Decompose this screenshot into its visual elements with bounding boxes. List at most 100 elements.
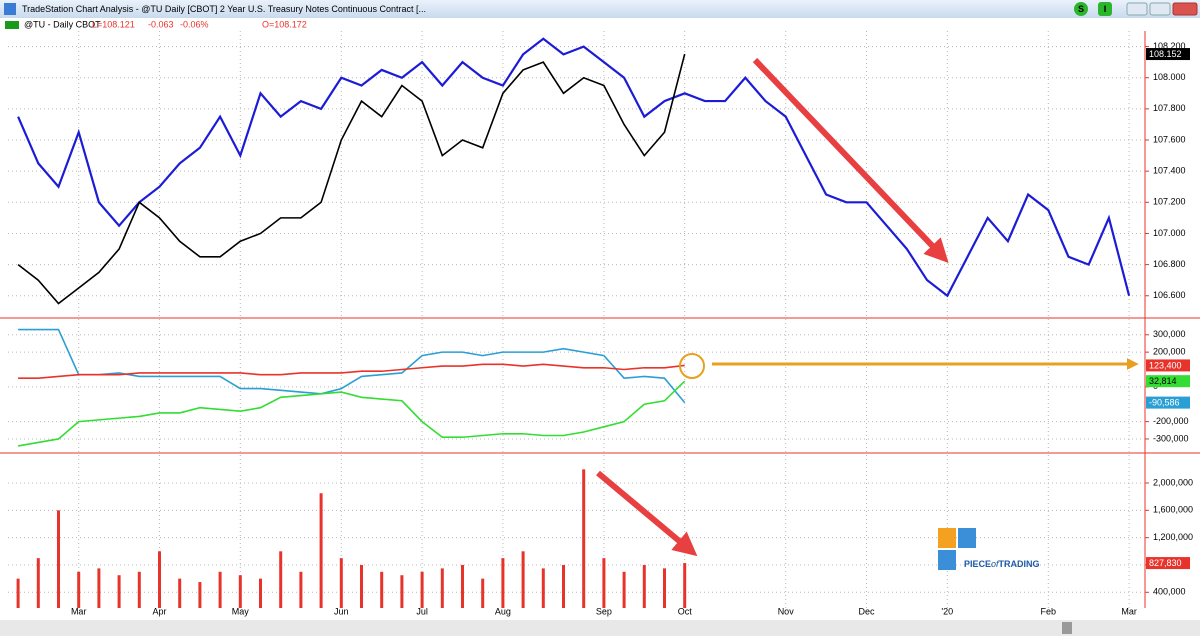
y-tick-label: -300,000 [1153, 433, 1189, 443]
bar [582, 469, 586, 608]
open-price: O=108.172 [262, 19, 307, 29]
y-tick-label: 200,000 [1153, 347, 1186, 357]
x-tick-label: Aug [495, 606, 511, 616]
y-tick-label: 107.000 [1153, 228, 1186, 238]
pct-change: -0.06% [180, 19, 209, 29]
bar [97, 568, 101, 608]
y-tick-label: -200,000 [1153, 416, 1189, 426]
annotation-arrow [752, 57, 949, 263]
last-value-label: -90,586 [1149, 397, 1180, 407]
chart-area: Mar Apr May Jun Jul Aug Sep Oct Nov Dec '20 Feb Mar 1… [0, 31, 1200, 620]
symbol: @TU - Daily CBOT [24, 19, 101, 29]
bar [137, 571, 141, 608]
x-tick-label: Mar [71, 606, 87, 616]
bar [683, 563, 687, 608]
symbol-icon [5, 21, 19, 29]
bar [117, 575, 121, 608]
i-button-label[interactable]: I [1104, 4, 1107, 14]
y-tick-label: 400,000 [1153, 587, 1186, 597]
bar [77, 571, 81, 608]
s-button-label[interactable]: S [1078, 4, 1084, 14]
x-tick-label: Apr [152, 606, 166, 616]
app-icon [4, 3, 16, 15]
x-tick-label: Sep [596, 606, 612, 616]
s-button[interactable] [1074, 2, 1088, 16]
logo-word: TRADING [999, 559, 1040, 569]
annotation-circle [679, 353, 705, 379]
last-value-label: 123,400 [1149, 360, 1182, 370]
series-line [17, 37, 1131, 298]
last-price: L=108.121 [92, 19, 135, 29]
last-value-box [1146, 48, 1190, 61]
bar [198, 582, 202, 608]
bar [380, 571, 384, 608]
y-tick-label: 107.400 [1153, 166, 1186, 176]
logo-word: of [991, 559, 1000, 569]
x-tick-label: Nov [778, 606, 795, 616]
minimize-button[interactable] [1126, 2, 1148, 16]
last-value-label: 827,830 [1149, 558, 1182, 568]
y-tick-label: 107.800 [1153, 103, 1186, 113]
bar [158, 551, 161, 608]
y-tick-label: 106.800 [1153, 259, 1186, 269]
y-tick-label: 107.200 [1153, 197, 1186, 207]
y-tick-label: 108.200 [1153, 41, 1186, 51]
logo-square [938, 528, 956, 548]
bar [622, 571, 626, 608]
bar [663, 568, 666, 608]
series-line [17, 53, 686, 305]
bar [521, 551, 525, 608]
bar [259, 578, 262, 608]
title-bar [0, 0, 1200, 18]
series-line [18, 328, 686, 404]
header-row [0, 18, 1200, 31]
last-value-box [1146, 396, 1190, 409]
bar [279, 551, 283, 608]
plot-background [0, 31, 1200, 620]
logo-word: PIECE [964, 559, 991, 569]
logo-square [958, 528, 976, 548]
x-tick-label: Jul [416, 606, 428, 616]
bar [562, 564, 565, 608]
series-line [18, 363, 685, 379]
bar [16, 578, 20, 608]
net-change: -0.063 [148, 19, 174, 29]
last-value-box [1146, 557, 1190, 570]
close-button[interactable] [1172, 2, 1198, 16]
y-tick-label: 1,200,000 [1153, 532, 1193, 542]
x-tick-label: Dec [858, 606, 875, 616]
bar [319, 493, 323, 608]
x-tick-label: Feb [1041, 606, 1057, 616]
annotation-arrow [596, 470, 698, 557]
bar [440, 568, 444, 608]
x-tick-label: May [232, 606, 250, 616]
bar [36, 558, 40, 608]
y-tick-label: 107.600 [1153, 134, 1186, 144]
x-tick-label: '20 [941, 606, 953, 616]
bar [461, 564, 464, 608]
scrollbar[interactable] [0, 620, 1200, 636]
bar [602, 558, 606, 608]
bar [481, 578, 485, 608]
y-tick-label: 108.000 [1153, 72, 1186, 82]
logo-square [938, 550, 956, 570]
last-value-label: 108.152 [1149, 49, 1182, 59]
y-tick-label: 300,000 [1153, 329, 1186, 339]
x-tick-label: Oct [678, 606, 693, 616]
i-button[interactable] [1098, 2, 1112, 16]
bar [360, 564, 363, 608]
x-tick-label: Jun [334, 606, 349, 616]
last-value-box [1146, 375, 1190, 388]
logo-text: PIECEofTRADING [964, 559, 1040, 569]
bar [339, 558, 343, 608]
y-tick-label: 2,000,000 [1153, 477, 1193, 487]
maximize-button[interactable] [1149, 2, 1171, 16]
scroll-thumb[interactable] [1062, 622, 1072, 634]
x-tick-label: Mar [1121, 606, 1137, 616]
window-title: TradeStation Chart Analysis - @TU Daily … [22, 4, 426, 14]
series-line [17, 380, 686, 447]
bar [238, 575, 242, 608]
bar [178, 578, 182, 608]
bar [299, 571, 303, 608]
bar [57, 510, 60, 608]
